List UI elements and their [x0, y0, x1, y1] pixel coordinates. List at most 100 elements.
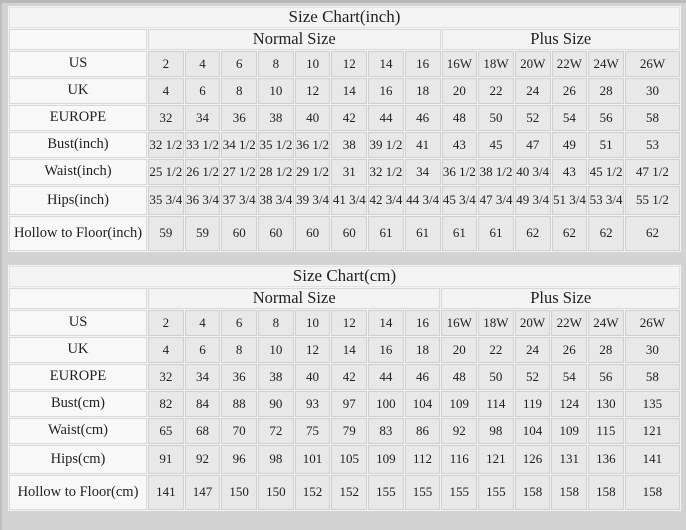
size-cell: 16W	[441, 51, 478, 77]
size-cell: 34 1/2	[221, 132, 258, 158]
size-cell: 18W	[478, 51, 514, 77]
row-label: Hips(cm)	[9, 445, 147, 474]
size-cell: 43	[551, 159, 588, 185]
size-cell: 18	[404, 337, 441, 363]
size-cell: 86	[404, 418, 441, 444]
size-cell: 18W	[478, 310, 514, 336]
size-cell: 92	[184, 445, 221, 474]
size-cell: 40 3/4	[514, 159, 551, 185]
size-cell: 112	[404, 445, 441, 474]
size-cell: 88	[221, 391, 258, 417]
group-header-normal-size: Normal Size	[148, 29, 441, 50]
size-cell: 24	[514, 337, 551, 363]
row-label: US	[9, 51, 147, 77]
row-label: UK	[9, 78, 147, 104]
size-cell: 48	[441, 105, 478, 131]
size-cell: 42	[331, 364, 368, 390]
size-cell: 115	[588, 418, 624, 444]
size-cell: 82	[148, 391, 184, 417]
size-cell: 28	[588, 78, 624, 104]
column-group-row: Normal Size Plus Size	[9, 29, 680, 50]
size-cell: 27 1/2	[221, 159, 258, 185]
row-label: Waist(cm)	[9, 418, 147, 444]
size-cell: 62	[514, 216, 551, 251]
size-cell: 100	[368, 391, 404, 417]
size-cell: 32	[148, 364, 184, 390]
table-title-row: Size Chart(inch)	[9, 7, 680, 28]
size-cell: 150	[258, 475, 294, 510]
size-cell: 121	[478, 445, 514, 474]
row-label: Waist(inch)	[9, 159, 147, 185]
size-cell: 47 3/4	[478, 186, 514, 215]
size-cell: 58	[624, 364, 680, 390]
size-cell: 109	[551, 418, 588, 444]
size-cell: 38 1/2	[478, 159, 514, 185]
size-cell: 28	[588, 337, 624, 363]
size-cell: 46	[404, 364, 441, 390]
size-cell: 39 1/2	[368, 132, 404, 158]
size-cell: 158	[514, 475, 551, 510]
size-cell: 26 1/2	[184, 159, 221, 185]
size-cell: 155	[478, 475, 514, 510]
size-cell: 62	[588, 216, 624, 251]
size-cell: 38	[258, 105, 294, 131]
size-cell: 51	[588, 132, 624, 158]
size-cell: 10	[294, 51, 331, 77]
size-chart-inch-table: Size Chart(inch) Normal Size Plus Size US 2 4…	[8, 6, 681, 252]
table-row: EUROPE 32 34 36 38 40 42 44 46 48 50 52 54 56 58	[9, 364, 680, 390]
size-cell: 18	[404, 78, 441, 104]
size-cell: 121	[624, 418, 680, 444]
table-row: Hollow to Floor(inch) 59 59 60 60 60 60 61 61 61 6…	[9, 216, 680, 251]
table-row: EUROPE 32 34 36 38 40 42 44 46 48 50 52 54 56 58	[9, 105, 680, 131]
size-cell: 45 3/4	[441, 186, 478, 215]
size-cell: 41 3/4	[331, 186, 368, 215]
size-cell: 36	[221, 105, 258, 131]
row-label: EUROPE	[9, 105, 147, 131]
size-cell: 33 1/2	[184, 132, 221, 158]
table-row: Waist(inch) 25 1/2 26 1/2 27 1/2 28 1/2 29 1/…	[9, 159, 680, 185]
size-cell: 8	[221, 78, 258, 104]
size-cell: 55 1/2	[624, 186, 680, 215]
size-cell: 36 1/2	[294, 132, 331, 158]
table-title: Size Chart(inch)	[9, 7, 680, 28]
size-cell: 30	[624, 78, 680, 104]
row-label: UK	[9, 337, 147, 363]
size-cell: 60	[221, 216, 258, 251]
size-cell: 22	[478, 78, 514, 104]
size-cell: 20W	[514, 51, 551, 77]
column-group-row: Normal Size Plus Size	[9, 288, 680, 309]
size-cell: 141	[148, 475, 184, 510]
row-label: US	[9, 310, 147, 336]
size-cell: 22	[478, 337, 514, 363]
table-title-row: Size Chart(cm)	[9, 266, 680, 287]
size-cell: 6	[221, 51, 258, 77]
row-label: Bust(inch)	[9, 132, 147, 158]
table-row: Hips(cm) 91 92 96 98 101 105 109 112 116 121 126 131…	[9, 445, 680, 474]
size-cell: 93	[294, 391, 331, 417]
table-row: Waist(cm) 65 68 70 72 75 79 83 86 92 98 104 109 115 12…	[9, 418, 680, 444]
size-cell: 131	[551, 445, 588, 474]
size-cell: 152	[294, 475, 331, 510]
size-cell: 16	[404, 310, 441, 336]
size-cell: 158	[624, 475, 680, 510]
corner-cell	[9, 29, 147, 50]
size-cell: 35 3/4	[148, 186, 184, 215]
size-cell: 61	[368, 216, 404, 251]
size-cell: 38	[258, 364, 294, 390]
size-cell: 56	[588, 364, 624, 390]
size-cell: 61	[478, 216, 514, 251]
size-cell: 61	[404, 216, 441, 251]
size-cell: 54	[551, 364, 588, 390]
size-cell: 62	[624, 216, 680, 251]
size-cell: 4	[148, 337, 184, 363]
size-cell: 24	[514, 78, 551, 104]
size-cell: 54	[551, 105, 588, 131]
size-cell: 2	[148, 51, 184, 77]
size-cell: 92	[441, 418, 478, 444]
group-header-normal-size: Normal Size	[148, 288, 441, 309]
size-cell: 26W	[624, 310, 680, 336]
size-cell: 152	[331, 475, 368, 510]
size-cell: 42	[331, 105, 368, 131]
corner-cell	[9, 288, 147, 309]
size-cell: 119	[514, 391, 551, 417]
